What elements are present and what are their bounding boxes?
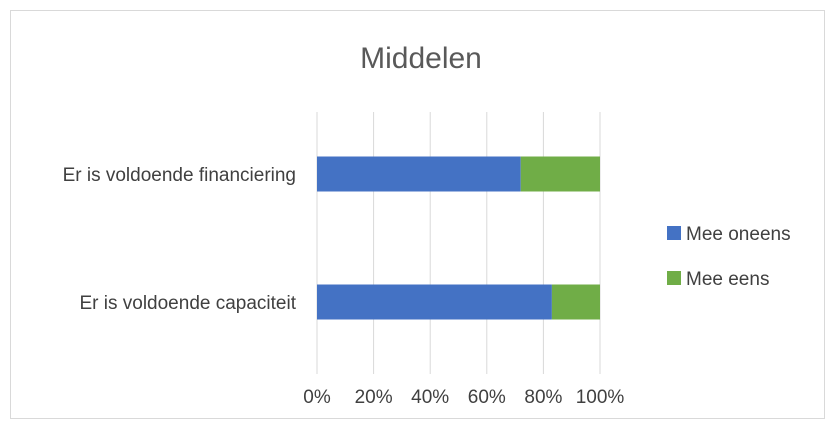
- bar-segment: [317, 284, 552, 320]
- category-labels: Er is voldoende financiering Er is voldoe…: [63, 165, 297, 314]
- x-tick-label: 20%: [355, 387, 393, 408]
- chart-frame: [10, 10, 825, 419]
- gridlines: [316, 112, 601, 374]
- bar-segment: [520, 156, 600, 192]
- x-tick-labels: 0% 20% 40% 60% 80% 100%: [303, 387, 624, 408]
- bar-segment: [317, 156, 521, 192]
- legend-label: Mee eens: [686, 269, 769, 290]
- x-tick-label: 40%: [411, 387, 449, 408]
- x-tick-label: 0%: [303, 387, 331, 408]
- legend: Mee oneens Mee eens: [667, 224, 791, 290]
- bars: [317, 156, 600, 320]
- legend-swatch: [667, 226, 681, 240]
- legend-label: Mee oneens: [686, 224, 791, 245]
- category-label: Er is voldoende financiering: [63, 165, 296, 186]
- legend-swatch: [667, 271, 681, 285]
- x-tick-label: 80%: [524, 387, 562, 408]
- x-tick-label: 60%: [468, 387, 506, 408]
- category-label: Er is voldoende capaciteit: [79, 293, 296, 314]
- chart-title: Middelen: [360, 42, 482, 75]
- bar-segment: [551, 284, 600, 320]
- x-tick-label: 100%: [576, 387, 625, 408]
